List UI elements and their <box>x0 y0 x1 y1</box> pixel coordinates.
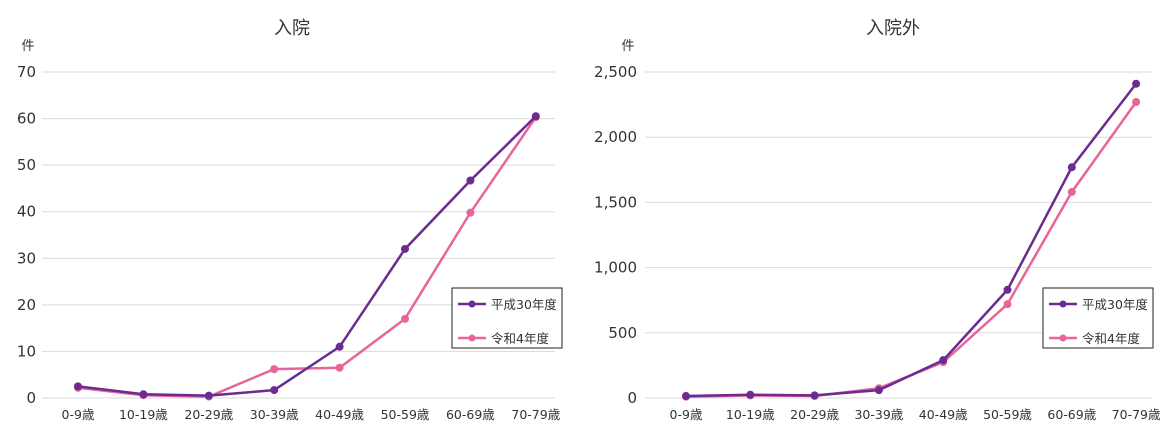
data-point <box>74 382 82 391</box>
chart-title: 入院 <box>274 18 310 39</box>
data-point <box>1067 187 1076 196</box>
y-tick-label: 10 <box>17 342 36 360</box>
x-tick-label: 0-9歳 <box>62 407 95 422</box>
data-point <box>874 386 883 395</box>
x-tick-label: 10-19歳 <box>119 407 168 422</box>
y-axis-unit-label: 件 <box>21 39 34 54</box>
x-tick-label: 20-29歳 <box>184 407 233 422</box>
data-point <box>401 244 409 253</box>
x-tick-label: 0-9歳 <box>670 407 703 422</box>
data-point <box>531 112 540 121</box>
x-tick-label: 50-59歳 <box>983 407 1032 422</box>
data-point <box>682 392 690 401</box>
data-point <box>401 314 409 323</box>
data-point <box>270 365 279 374</box>
y-tick-label: 50 <box>17 156 36 174</box>
data-point <box>335 363 344 372</box>
x-tick-label: 50-59歳 <box>381 407 430 422</box>
y-tick-label: 0 <box>627 389 637 407</box>
x-tick-label: 70-79歳 <box>1112 407 1161 422</box>
x-tick-label: 30-39歳 <box>250 407 299 422</box>
legend-swatch-marker <box>468 300 476 308</box>
data-point <box>270 386 279 395</box>
data-point <box>1132 97 1141 106</box>
y-tick-label: 1,500 <box>594 193 637 211</box>
y-tick-label: 40 <box>17 203 36 221</box>
x-tick-label: 60-69歳 <box>446 407 495 422</box>
data-point <box>939 356 948 365</box>
data-point <box>466 208 475 217</box>
y-tick-label: 20 <box>17 296 36 314</box>
x-tick-label: 40-49歳 <box>315 407 364 422</box>
legend-swatch-marker <box>1059 334 1067 342</box>
legend-label: 令和4年度 <box>491 331 549 346</box>
y-axis-unit-label: 件 <box>621 39 634 54</box>
series-line <box>77 116 537 398</box>
series-line <box>685 101 1138 398</box>
x-tick-label: 60-69歳 <box>1047 407 1096 422</box>
data-point <box>810 391 819 400</box>
legend-swatch-marker <box>468 334 476 342</box>
y-tick-label: 1,000 <box>594 259 637 277</box>
y-tick-label: 60 <box>17 110 36 128</box>
data-point <box>1067 163 1076 172</box>
y-tick-label: 2,500 <box>594 63 637 81</box>
data-point <box>466 176 475 185</box>
data-point <box>1003 300 1012 309</box>
legend-label: 令和4年度 <box>1082 331 1140 346</box>
chart-title: 入院外 <box>866 18 920 39</box>
data-point <box>204 391 213 400</box>
y-tick-label: 0 <box>26 389 36 407</box>
data-point <box>746 390 755 399</box>
legend-swatch-marker <box>1059 300 1067 308</box>
legend-label: 平成30年度 <box>1082 297 1148 312</box>
y-tick-label: 2,000 <box>594 128 637 146</box>
y-tick-label: 30 <box>17 249 36 267</box>
y-tick-label: 500 <box>608 324 637 342</box>
data-point <box>139 390 148 399</box>
legend-label: 平成30年度 <box>491 297 557 312</box>
y-tick-label: 70 <box>17 63 36 81</box>
data-point <box>335 342 344 351</box>
x-tick-label: 10-19歳 <box>726 407 775 422</box>
data-point <box>1003 285 1012 294</box>
series-line <box>685 82 1138 398</box>
x-tick-label: 70-79歳 <box>511 407 560 422</box>
x-tick-label: 20-29歳 <box>790 407 839 422</box>
data-point <box>1132 79 1141 88</box>
x-tick-label: 40-49歳 <box>919 407 968 422</box>
chart-1: 入院件 0 10 20 30 40 50 60 70 0-9歳 10-19歳 20-29歳 30-39歳… <box>17 18 563 422</box>
series-line <box>77 115 537 397</box>
x-tick-label: 30-39歳 <box>854 407 903 422</box>
